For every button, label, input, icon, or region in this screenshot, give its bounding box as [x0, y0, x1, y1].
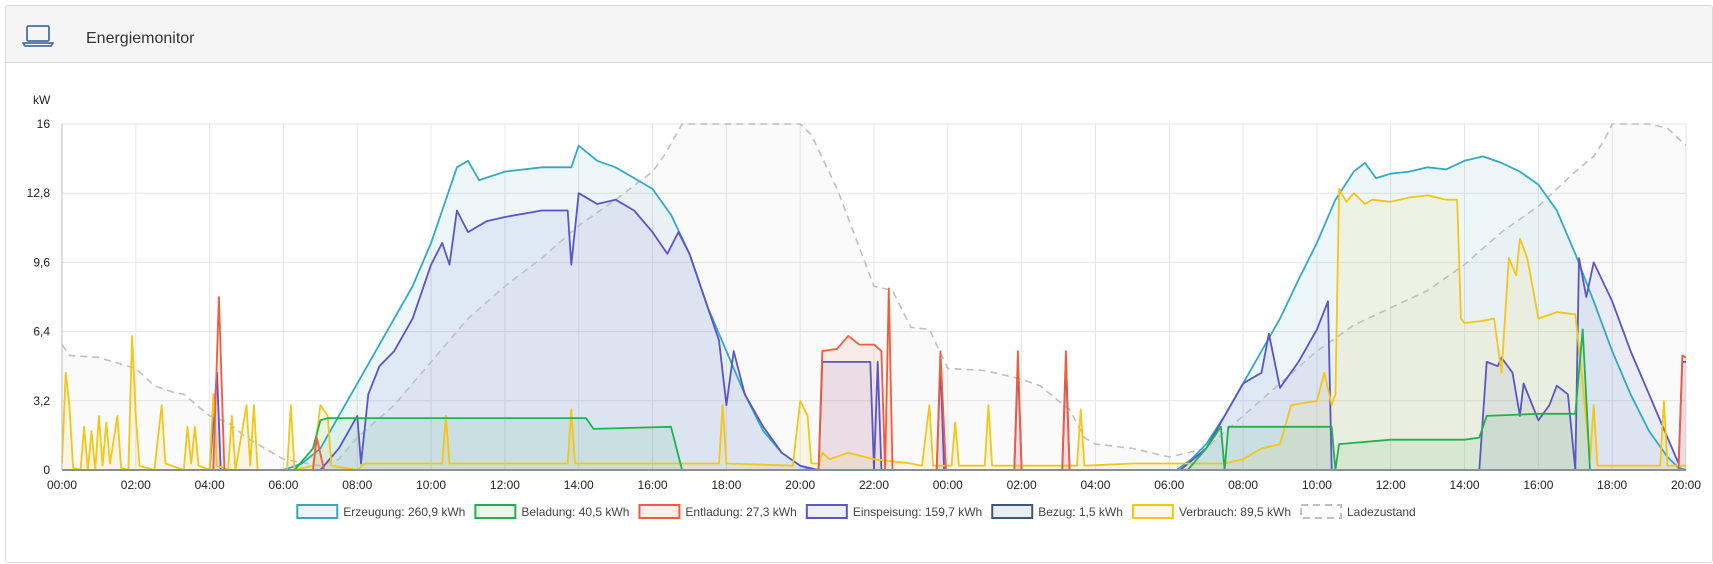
legend-item-einspeisung[interactable]: Einspeisung: 159,7 kWh	[805, 504, 982, 519]
x-tick-label: 18:00	[711, 478, 741, 492]
series-area-erzeugung	[62, 145, 1686, 470]
x-tick-label: 02:00	[121, 478, 151, 492]
legend-swatch	[1300, 504, 1343, 519]
legend-swatch	[805, 504, 848, 519]
x-tick-label: 12:00	[490, 478, 520, 492]
legend-swatch	[638, 504, 681, 519]
y-axis-unit: kW	[33, 93, 51, 107]
y-tick-label: 3,2	[33, 394, 50, 408]
x-tick-label: 08:00	[342, 478, 372, 492]
y-tick-label: 12,8	[27, 186, 51, 200]
y-tick-label: 0	[43, 463, 50, 477]
x-tick-label: 06:00	[1154, 478, 1184, 492]
card-header: Energiemonitor	[6, 6, 1712, 63]
x-tick-label: 08:00	[1228, 478, 1258, 492]
y-tick-label: 16	[37, 117, 51, 131]
legend-label: Verbrauch: 89,5 kWh	[1179, 505, 1291, 519]
chart-legend: Erzeugung: 260,9 kWh Beladung: 40,5 kWh En…	[296, 504, 1416, 519]
legend-swatch	[991, 504, 1034, 519]
x-tick-label: 16:00	[1523, 478, 1553, 492]
legend-item-bezug[interactable]: Bezug: 1,5 kWh	[991, 504, 1123, 519]
series-area-entladung	[62, 288, 1686, 470]
legend-item-beladung[interactable]: Beladung: 40,5 kWh	[474, 504, 629, 519]
y-tick-label: 6,4	[33, 325, 50, 339]
y-tick-label: 9,6	[33, 255, 50, 269]
x-tick-label: 06:00	[268, 478, 298, 492]
legend-label: Beladung: 40,5 kWh	[521, 505, 629, 519]
series-area-einspeisung	[62, 193, 1686, 470]
x-tick-label: 10:00	[1302, 478, 1332, 492]
x-tick-label: 18:00	[1597, 478, 1627, 492]
x-tick-label: 16:00	[638, 478, 668, 492]
series-area-verbrauch	[62, 188, 1686, 470]
legend-item-ladezustand[interactable]: Ladezustand	[1300, 504, 1416, 519]
x-tick-label: 04:00	[195, 478, 225, 492]
legend-swatch	[296, 504, 339, 519]
legend-swatch	[1131, 504, 1174, 519]
legend-label: Bezug: 1,5 kWh	[1038, 505, 1123, 519]
x-tick-label: 00:00	[933, 478, 963, 492]
x-tick-label: 14:00	[564, 478, 594, 492]
x-tick-label: 20:00	[1671, 478, 1701, 492]
x-tick-label: 10:00	[416, 478, 446, 492]
legend-item-entladung[interactable]: Entladung: 27,3 kWh	[638, 504, 797, 519]
legend-label: Entladung: 27,3 kWh	[685, 505, 796, 519]
chart-axes: 0 3,2 6,4 9,6 12,8 16 00:00 02:00 04:00 06:00 08:0…	[27, 117, 1702, 492]
x-tick-label: 20:00	[785, 478, 815, 492]
page-title: Energiemonitor	[86, 30, 195, 47]
legend-label: Erzeugung: 260,9 kWh	[343, 505, 465, 519]
x-tick-label: 12:00	[1376, 478, 1406, 492]
x-tick-label: 02:00	[1007, 478, 1037, 492]
legend-swatch	[474, 504, 517, 519]
x-tick-label: 22:00	[859, 478, 889, 492]
series-line-ladezustand	[61, 123, 1687, 467]
legend-item-erzeugung[interactable]: Erzeugung: 260,9 kWh	[296, 504, 465, 519]
series-area-beladung	[62, 329, 1686, 470]
laptop-icon	[22, 25, 54, 47]
x-tick-label: 00:00	[47, 478, 77, 492]
series-fills	[62, 124, 1686, 470]
legend-item-verbrauch[interactable]: Verbrauch: 89,5 kWh	[1131, 504, 1291, 519]
series-line-beladung	[62, 328, 1686, 471]
x-tick-label: 04:00	[1080, 478, 1110, 492]
x-tick-label: 14:00	[1450, 478, 1480, 492]
legend-label: Einspeisung: 159,7 kWh	[853, 505, 982, 519]
legend-label: Ladezustand	[1347, 505, 1416, 519]
